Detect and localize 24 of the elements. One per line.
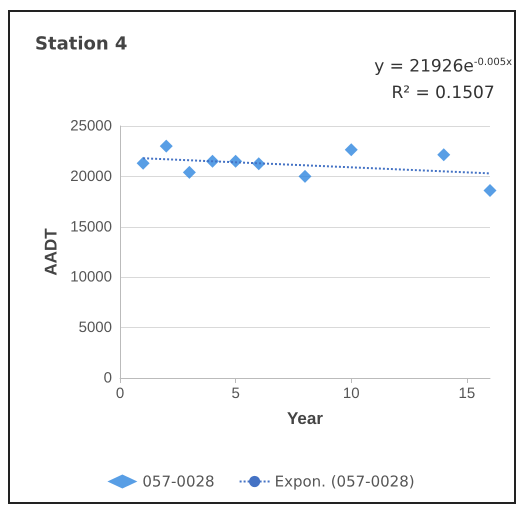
y-tick-label: 25000 bbox=[70, 118, 112, 134]
legend-label: 057-0028 bbox=[142, 472, 215, 490]
y-tick-label: 20000 bbox=[70, 168, 112, 185]
y-tick-label: 5000 bbox=[78, 319, 112, 336]
legend-label: Expon. (057-0028) bbox=[274, 472, 415, 490]
x-tick-label: 0 bbox=[116, 385, 124, 402]
point bbox=[298, 170, 312, 183]
point bbox=[344, 143, 358, 156]
x-tick-label: 5 bbox=[231, 385, 240, 402]
y-axis-title: AADT bbox=[41, 228, 60, 276]
x-axis-title: Year bbox=[287, 409, 324, 428]
text: R² = 0.1507 bbox=[390, 82, 496, 105]
chart-title: Station 4 bbox=[35, 34, 128, 54]
y-tick-label: 10000 bbox=[70, 268, 112, 286]
point bbox=[160, 140, 173, 153]
point bbox=[136, 156, 150, 170]
point bbox=[437, 148, 450, 162]
text: y = 21926e$^{-0.005x}$ bbox=[374, 56, 512, 79]
point bbox=[182, 166, 196, 179]
point bbox=[484, 184, 496, 198]
x-tick-label: 10 bbox=[342, 385, 360, 402]
y-tick-label: 0 bbox=[104, 370, 112, 386]
x-tick-label: 15 bbox=[458, 385, 476, 402]
y-tick-label: 15000 bbox=[70, 218, 112, 236]
